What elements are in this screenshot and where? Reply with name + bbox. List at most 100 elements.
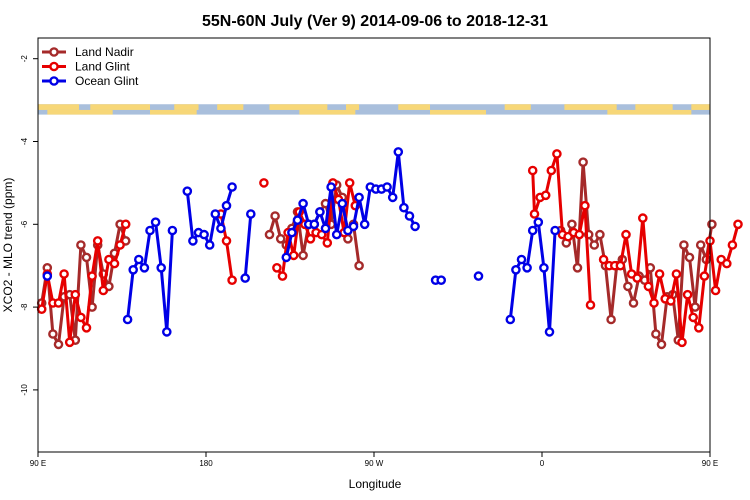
data-point: [277, 271, 288, 281]
data-point: [288, 250, 299, 261]
data-point: [320, 223, 331, 234]
series-line: [243, 213, 253, 279]
data-point: [567, 219, 577, 230]
data-point: [546, 165, 557, 176]
data-point: [516, 254, 527, 265]
data-point: [59, 269, 69, 279]
data-point: [322, 238, 333, 248]
data-point: [227, 275, 237, 286]
data-point: [81, 322, 92, 333]
data-point: [694, 322, 704, 333]
map-band-land: [430, 109, 486, 115]
data-point: [210, 209, 221, 219]
data-point: [298, 198, 308, 209]
data-point: [533, 217, 544, 227]
data-point: [552, 149, 562, 159]
map-band-land: [398, 104, 430, 110]
data-point: [309, 219, 320, 230]
data-point: [722, 258, 732, 269]
data-point: [387, 192, 398, 203]
data-point: [382, 182, 392, 192]
data-point: [167, 225, 178, 236]
y-tick-label: -8: [20, 303, 29, 311]
data-point: [589, 240, 600, 250]
map-band-land: [90, 104, 150, 110]
data-point: [410, 221, 420, 232]
data-point: [656, 339, 667, 350]
data-point: [221, 236, 232, 246]
data-point: [615, 260, 626, 271]
legend-label: Land Glint: [75, 60, 130, 74]
data-point: [679, 240, 689, 250]
data-point: [275, 233, 286, 244]
data-point: [36, 304, 47, 315]
data-point: [666, 296, 676, 306]
data-point: [64, 337, 75, 348]
data-point: [574, 229, 585, 240]
map-band-land: [607, 109, 692, 115]
map-band-land: [217, 104, 244, 110]
data-point: [204, 240, 215, 250]
series-line: [126, 220, 174, 334]
data-point: [281, 252, 292, 263]
data-point: [182, 186, 193, 196]
data-point: [595, 229, 605, 240]
data-point: [654, 269, 665, 279]
map-band-land: [635, 104, 673, 110]
legend-marker: [49, 76, 59, 86]
y-axis: -2 -4 -6 -8 -10: [20, 55, 38, 396]
data-point: [695, 240, 706, 250]
data-point: [199, 229, 209, 240]
x-tick-label: 90 E: [702, 459, 718, 468]
series-line: [559, 160, 714, 346]
series-3: [42, 147, 560, 337]
data-point: [87, 271, 97, 281]
data-point: [682, 289, 693, 300]
map-band-land: [150, 109, 197, 115]
data-point: [42, 271, 53, 281]
data-point: [359, 219, 370, 230]
data-point: [287, 227, 297, 238]
data-point: [354, 192, 364, 203]
data-point: [621, 229, 631, 240]
data-point: [699, 271, 710, 281]
data-point: [331, 229, 342, 240]
data-point: [580, 200, 590, 211]
legend-marker: [49, 47, 59, 57]
data-point: [710, 285, 721, 296]
series-line: [40, 222, 128, 346]
data-point: [128, 264, 138, 275]
data-point: [540, 190, 551, 201]
data-point: [109, 258, 120, 269]
y-tick-label: -4: [20, 137, 29, 145]
data-point: [245, 209, 256, 219]
data-point: [651, 329, 661, 339]
data-point: [688, 312, 699, 323]
plot-frame: [37, 37, 711, 453]
data-point: [628, 298, 639, 308]
legend-label: Land Nadir: [75, 45, 134, 59]
data-point: [677, 337, 687, 348]
data-point: [48, 329, 58, 339]
legend-marker: [49, 61, 59, 72]
data-point: [598, 254, 609, 265]
map-band-ocean: [38, 104, 710, 115]
data-point: [544, 327, 555, 337]
data-point: [337, 198, 348, 209]
y-tick-label: -6: [20, 220, 29, 228]
map-band-land: [346, 104, 360, 110]
data-point: [270, 211, 280, 221]
series-2: [36, 149, 743, 348]
map-band: [38, 104, 710, 115]
data-point: [115, 240, 125, 250]
data-point: [188, 236, 198, 246]
x-tick-label: 90 W: [365, 459, 384, 468]
data-point: [298, 250, 308, 261]
x-axis: 90 E 180 90 W 0 90 E: [30, 452, 718, 468]
data-point: [473, 271, 484, 281]
data-point: [539, 262, 549, 273]
data-point: [606, 314, 616, 325]
data-point: [436, 275, 447, 286]
